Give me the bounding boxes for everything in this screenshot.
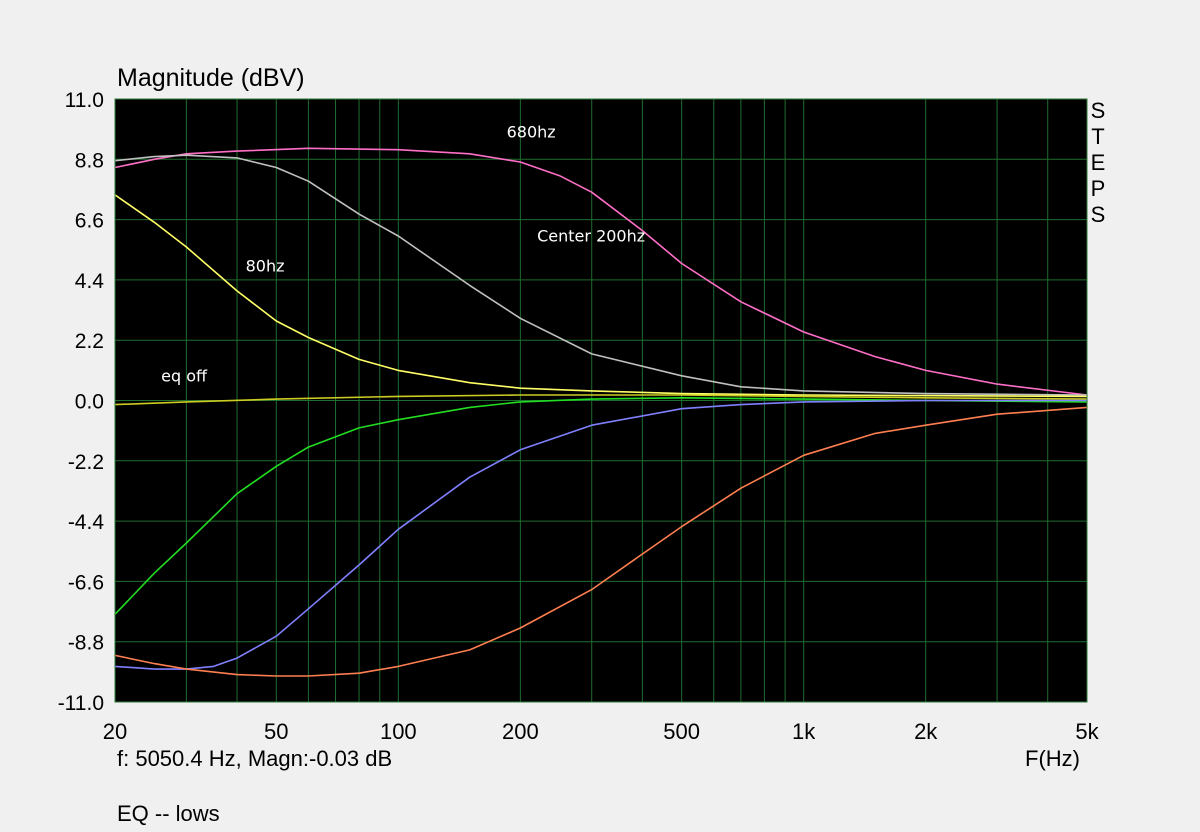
annotation-layer: 680hz Center 200hz 80hz eq off: [161, 122, 645, 385]
curve-annotation: 680hz: [507, 122, 556, 141]
side-label-letter: S: [1091, 202, 1106, 227]
cursor-readout: f: 5050.4 Hz, Magn:-0.03 dB: [117, 746, 393, 771]
side-label-letter: E: [1091, 150, 1106, 175]
series-line-5: [114, 396, 1088, 616]
side-label-letter: T: [1091, 124, 1104, 149]
x-tick-label: 500: [663, 719, 700, 744]
measurement-name: EQ -- lows: [117, 801, 220, 826]
x-tick-label: 2k: [914, 719, 938, 744]
y-tick-label: 0.0: [75, 391, 104, 414]
x-tick-label: 50: [264, 719, 288, 744]
y-tick-label: 11.0: [65, 89, 104, 112]
series-line-7: [114, 406, 1088, 677]
y-tick-label: -8.8: [68, 632, 104, 655]
curve-annotation: Center 200hz: [537, 227, 645, 246]
x-axis-label: F(Hz): [1025, 746, 1080, 771]
x-tick-label: 200: [502, 719, 539, 744]
side-label-letter: S: [1091, 98, 1106, 123]
y-tick-label: -2.2: [68, 451, 104, 474]
y-tick-label: -11.0: [58, 692, 104, 715]
x-tick-labels: 20 50 100 200 500 1k 2k 5k: [103, 719, 1100, 744]
y-tick-label: 8.8: [75, 149, 104, 172]
curve-annotation: eq off: [161, 366, 208, 385]
x-tick-label: 20: [103, 719, 127, 744]
curve-annotation: 80hz: [246, 257, 285, 276]
frequency-response-chart: Magnitude (dBV) 680hz Center 200hz 80hz eq …: [58, 64, 1106, 744]
series-line-4: [114, 394, 1088, 406]
x-tick-label: 5k: [1075, 719, 1099, 744]
series-line-3: [114, 194, 1088, 398]
x-tick-label: 100: [380, 719, 417, 744]
y-tick-label: 2.2: [75, 330, 104, 353]
chart-title: Magnitude (dBV): [117, 64, 305, 92]
plot-border: [114, 98, 1088, 703]
y-tick-labels: 11.0 8.8 6.6 4.4 2.2 0.0 -2.2 -4.4 -6.6 -8.8 -11.0: [58, 89, 105, 715]
series-layer: [114, 147, 1088, 677]
side-label-letter: P: [1091, 176, 1106, 201]
y-tick-label: -6.6: [68, 571, 104, 594]
y-tick-label: 4.4: [75, 270, 105, 293]
series-line-6: [114, 399, 1088, 670]
series-line-2: [114, 154, 1088, 396]
y-tick-label: -4.4: [68, 511, 105, 534]
series-line-1: [114, 147, 1088, 396]
y-tick-label: 6.6: [75, 210, 104, 233]
x-tick-label: 1k: [792, 719, 816, 744]
